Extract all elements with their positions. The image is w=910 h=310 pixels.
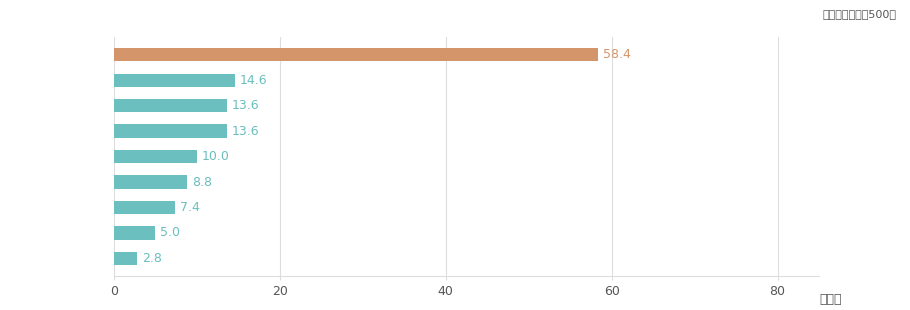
Text: 単位：％（ｎ＝500）: 単位：％（ｎ＝500）	[823, 9, 896, 19]
Bar	[114, 150, 197, 163]
Bar	[114, 99, 227, 112]
Bar	[114, 175, 187, 189]
Text: 2.8: 2.8	[142, 252, 162, 265]
Text: 13.6: 13.6	[231, 99, 259, 112]
Text: 14.6: 14.6	[240, 74, 268, 86]
Text: 58.4: 58.4	[603, 48, 632, 61]
Text: 13.6: 13.6	[231, 125, 259, 138]
Bar	[114, 73, 235, 87]
Bar	[114, 226, 156, 240]
Bar	[114, 124, 227, 138]
Text: 8.8: 8.8	[192, 175, 212, 188]
Bar	[114, 48, 598, 61]
Text: 7.4: 7.4	[180, 201, 200, 214]
Text: 10.0: 10.0	[202, 150, 229, 163]
Bar	[114, 201, 175, 214]
Text: （％）: （％）	[819, 293, 842, 306]
Bar	[114, 252, 137, 265]
Text: 5.0: 5.0	[160, 227, 180, 239]
